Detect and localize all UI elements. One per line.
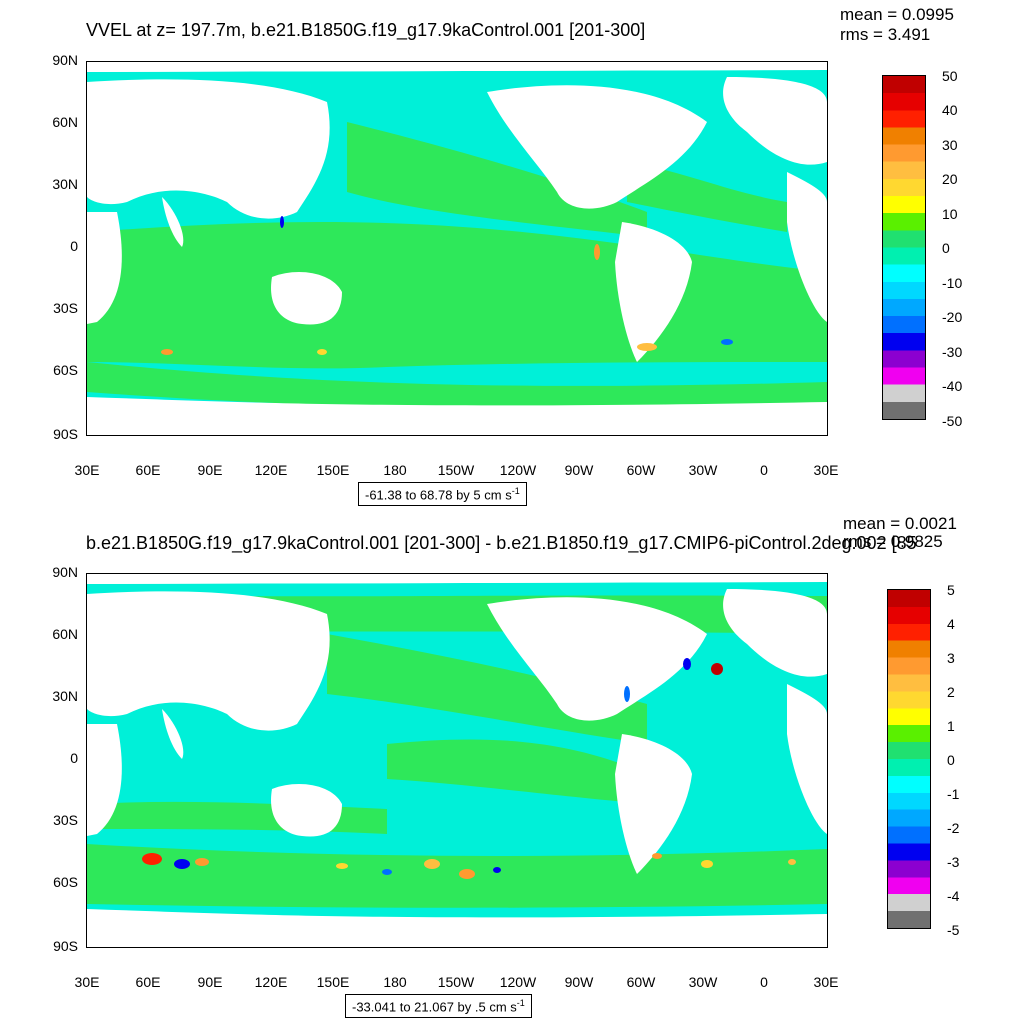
colorbar-label: 4 bbox=[947, 616, 955, 632]
colorbar-label: -20 bbox=[942, 309, 963, 325]
lon-label: 60E bbox=[135, 462, 161, 478]
lat-label: 90S bbox=[53, 426, 78, 442]
mean-value: mean = 0.0995 bbox=[840, 5, 954, 24]
colorbar-label: 30 bbox=[942, 137, 958, 153]
lon-label: 90W bbox=[564, 974, 594, 990]
lon-label: 0 bbox=[760, 974, 768, 990]
map-panel-top: VVEL at z= 197.7m, b.e21.B1850G.f19_g17.… bbox=[52, 5, 1002, 507]
lon-label: 30E bbox=[813, 974, 839, 990]
lat-label: 60S bbox=[53, 874, 78, 890]
lon-label: 120E bbox=[254, 974, 288, 990]
lon-label: 180 bbox=[383, 974, 407, 990]
mean-value: mean = 0.0021 bbox=[843, 514, 957, 533]
lon-label: 150E bbox=[316, 462, 350, 478]
rms-value: rms = 3.491 bbox=[840, 25, 931, 44]
colorbar-label: -4 bbox=[947, 888, 960, 904]
rms-value: rms = 0.9825 bbox=[843, 532, 943, 551]
map-plot bbox=[86, 573, 828, 948]
lon-label: 90W bbox=[564, 462, 594, 478]
colorbar-label: -5 bbox=[947, 922, 960, 938]
ocean-field bbox=[87, 62, 827, 435]
colorbar: 5 4 3 2 1 0 -1 -2 -3 -4 -5 bbox=[887, 582, 1007, 938]
lon-label: 30W bbox=[688, 462, 718, 478]
colorbar-label: -2 bbox=[947, 820, 960, 836]
lon-label: 150E bbox=[316, 974, 350, 990]
lat-label: 90S bbox=[53, 938, 78, 954]
colorbar-label: 10 bbox=[942, 206, 958, 222]
lat-label: 30N bbox=[52, 176, 78, 192]
panel-title: VVEL at z= 197.7m, b.e21.B1850G.f19_g17.… bbox=[86, 20, 646, 40]
lat-label: 60N bbox=[52, 626, 78, 642]
lat-label: 30S bbox=[53, 300, 78, 316]
lon-label: 150W bbox=[437, 974, 475, 990]
lon-label: 120W bbox=[499, 462, 537, 478]
lon-label: 60E bbox=[135, 974, 161, 990]
panel-title: b.e21.B1850G.f19_g17.9kaControl.001 [201… bbox=[86, 533, 917, 553]
lon-label: 180 bbox=[383, 462, 407, 478]
colorbar-label: -10 bbox=[942, 275, 963, 291]
contour-range-label: -33.041 to 21.067 by .5 cm s-1 bbox=[345, 994, 532, 1019]
map-plot bbox=[86, 61, 828, 436]
lat-label: 0 bbox=[70, 750, 78, 766]
colorbar-label: 0 bbox=[947, 752, 955, 768]
colorbar-label: -1 bbox=[947, 786, 960, 802]
colorbar-label: 40 bbox=[942, 102, 958, 118]
lon-label: 60W bbox=[626, 974, 656, 990]
lon-label: 150W bbox=[437, 462, 475, 478]
colorbar-label: 3 bbox=[947, 650, 955, 666]
colorbar-label: -40 bbox=[942, 378, 963, 394]
lon-label: 120E bbox=[254, 462, 288, 478]
lon-label: 0 bbox=[760, 462, 768, 478]
colorbar-swatches bbox=[887, 589, 931, 929]
colorbar-label: -3 bbox=[947, 854, 960, 870]
lon-label: 30E bbox=[74, 974, 100, 990]
colorbar-label: 2 bbox=[947, 684, 955, 700]
lon-label: 30E bbox=[813, 462, 839, 478]
lat-label: 90N bbox=[52, 52, 78, 68]
lat-label: 30N bbox=[52, 688, 78, 704]
colorbar-label: -30 bbox=[942, 344, 963, 360]
colorbar-label: 0 bbox=[942, 240, 950, 256]
map-panel-bottom: b.e21.B1850G.f19_g17.9kaControl.001 [201… bbox=[0, 512, 1024, 1024]
ocean-field bbox=[87, 574, 827, 947]
colorbar-swatches bbox=[882, 75, 926, 420]
lat-label: 30S bbox=[53, 812, 78, 828]
lon-label: 30E bbox=[74, 462, 100, 478]
colorbar-label: 50 bbox=[942, 68, 958, 84]
contour-range-label: -61.38 to 68.78 by 5 cm s-1 bbox=[358, 482, 527, 507]
colorbar-label: -50 bbox=[942, 413, 963, 429]
colorbar-label: 1 bbox=[947, 718, 955, 734]
colorbar-label: 20 bbox=[942, 171, 958, 187]
lat-label: 90N bbox=[52, 564, 78, 580]
lat-label: 60S bbox=[53, 362, 78, 378]
lat-label: 60N bbox=[52, 114, 78, 130]
colorbar: 50 40 30 20 10 0 -10 -20 -30 -40 -50 bbox=[882, 68, 1002, 429]
lon-label: 30W bbox=[688, 974, 718, 990]
lon-label: 90E bbox=[197, 462, 223, 478]
lon-label: 120W bbox=[499, 974, 537, 990]
colorbar-label: 5 bbox=[947, 582, 955, 598]
lon-label: 90E bbox=[197, 974, 223, 990]
lon-label: 60W bbox=[626, 462, 656, 478]
lat-label: 0 bbox=[70, 238, 78, 254]
